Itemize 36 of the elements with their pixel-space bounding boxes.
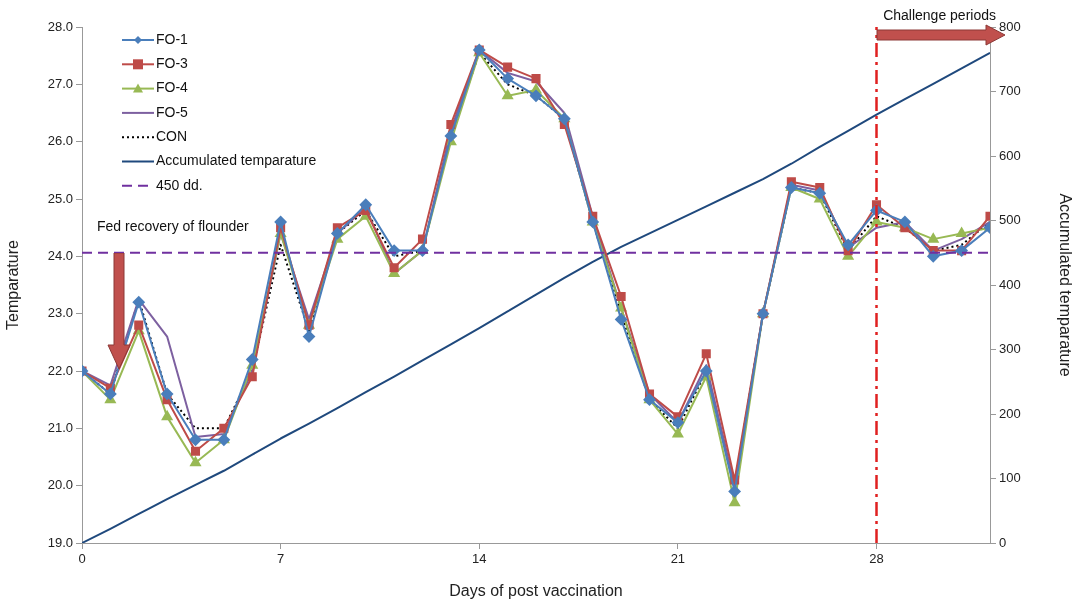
y-tick-label: 19.0 — [47, 534, 73, 550]
y2-tick-label: 400 — [999, 276, 1021, 292]
x-tick-label: 14 — [472, 551, 487, 567]
legend-label: CON — [156, 128, 188, 145]
x-axis-title: Days of post vaccination — [449, 581, 623, 599]
y2-tick-label: 200 — [999, 405, 1021, 421]
y-tick-label: 24.0 — [47, 247, 73, 263]
x-tick-label: 0 — [78, 551, 86, 567]
legend-label: FO-1 — [156, 30, 189, 47]
y2-tick-label: 0 — [999, 534, 1007, 550]
legend-label: FO-4 — [156, 79, 189, 96]
y2-tick-label: 700 — [999, 83, 1021, 99]
y2-tick-label: 500 — [999, 212, 1021, 228]
y-tick-label: 20.0 — [47, 477, 73, 493]
x-tick-label: 28 — [869, 551, 884, 567]
y-tick-label: 21.0 — [47, 419, 73, 435]
y-tick-label: 27.0 — [47, 75, 73, 91]
y2-tick-label: 800 — [999, 18, 1021, 34]
y2-tick-label: 300 — [999, 341, 1021, 357]
legend-label: FO-5 — [156, 103, 189, 120]
text: Challenge periods — [883, 6, 996, 23]
legend-label: Accumulated temparature — [156, 152, 317, 169]
y-tick-label: 25.0 — [47, 190, 73, 206]
y-tick-label: 28.0 — [47, 18, 73, 34]
y-tick-label: 22.0 — [47, 362, 73, 378]
legend-label: 450 dd. — [156, 176, 203, 193]
x-tick-label: 7 — [277, 551, 285, 567]
legend-label: FO-3 — [156, 55, 189, 72]
y-axis-title: Temparature — [4, 239, 22, 330]
x-tick-label: 21 — [670, 551, 686, 567]
y2-tick-label: 600 — [999, 147, 1021, 163]
annotation: Fed recovery of flounder — [97, 217, 250, 234]
y-tick-label: 26.0 — [47, 133, 73, 149]
y-tick-label: 23.0 — [47, 305, 73, 321]
y2-tick-label: 100 — [999, 470, 1021, 486]
y2-axis-title: Accumulated temparature — [1056, 193, 1074, 377]
